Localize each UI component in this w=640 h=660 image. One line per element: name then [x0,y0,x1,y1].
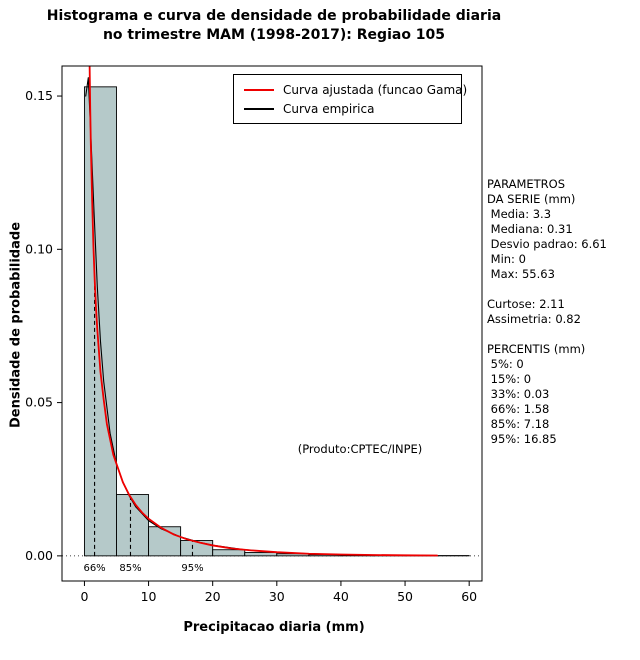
y-axis: 0.00 0.05 0.10 0.15 [25,88,62,563]
svg-text:0: 0 [80,589,88,604]
side-panel-line: 15%: 0 [487,372,532,386]
svg-text:10: 10 [141,589,157,604]
svg-text:60: 60 [461,589,477,604]
side-panel-line: Mediana: 0.31 [487,222,573,236]
svg-text:0.10: 0.10 [25,241,53,256]
side-panel-line: Media: 3.3 [487,207,552,221]
side-panel-line: 5%: 0 [487,357,524,371]
empirical-curve-line-swatch [244,107,274,110]
chart-title-line1: Histograma e curva de densidade de proba… [46,8,502,24]
legend-row-gamma: Curva ajustada (funcao Gama) [244,83,467,97]
side-panel-line [487,282,639,297]
legend-row-empirical: Curva empirica [244,102,451,116]
x-axis: 0 10 20 30 40 50 60 [80,581,477,604]
svg-text:0.05: 0.05 [25,395,53,410]
side-panel-line: Assimetria: 0.82 [487,312,581,326]
svg-text:30: 30 [269,589,285,604]
side-panel-line: 66%: 1.58 [487,402,550,416]
side-panel-line: 33%: 0.03 [487,387,550,401]
series-parameters-panel: PARAMETROS DA SERIE (mm) Media: 3.3 Medi… [487,177,639,447]
svg-text:0.00: 0.00 [25,548,53,563]
percentile-lines: 66% 85% 95% [83,276,204,574]
histogram-bars [83,86,470,557]
y-axis-label: Densidade de probabilidade [8,221,24,429]
plot-box [61,65,483,582]
svg-text:85%: 85% [119,563,141,574]
side-panel-line: PERCENTIS (mm) [487,342,586,356]
product-annotation: (Produto:CPTEC/INPE) [297,442,423,456]
svg-text:20: 20 [205,589,221,604]
side-panel-line: 85%: 7.18 [487,417,550,431]
gamma-curve-line-swatch [244,88,274,91]
side-panel-line: Min: 0 [487,252,526,266]
svg-text:40: 40 [333,589,349,604]
side-panel-line: DA SERIE (mm) [487,192,576,206]
svg-text:66%: 66% [83,563,105,574]
legend-label-gamma: Curva ajustada (funcao Gama) [283,82,468,97]
gamma-curve [88,66,439,557]
svg-text:50: 50 [397,589,413,604]
side-panel-line: Max: 55.63 [487,267,555,281]
side-panel-line: 95%: 16.85 [487,432,557,446]
legend: Curva ajustada (funcao Gama) Curva empir… [233,74,467,124]
side-panel-line: Curtose: 2.11 [487,297,565,311]
chart-title-line2: no trimestre MAM (1998-2017): Regiao 105 [102,27,446,43]
legend-label-empirical: Curva empirica [283,101,375,116]
side-panel-line: Desvio padrao: 6.61 [487,237,607,251]
svg-text:95%: 95% [181,563,203,574]
chart-title: Histograma e curva de densidade de proba… [0,7,548,45]
side-panel-line [487,327,639,342]
svg-text:0.15: 0.15 [25,88,53,103]
empirical-curve [85,77,438,557]
side-panel-line: PARAMETROS [487,177,566,191]
x-axis-label: Precipitacao diaria (mm) [183,620,365,635]
